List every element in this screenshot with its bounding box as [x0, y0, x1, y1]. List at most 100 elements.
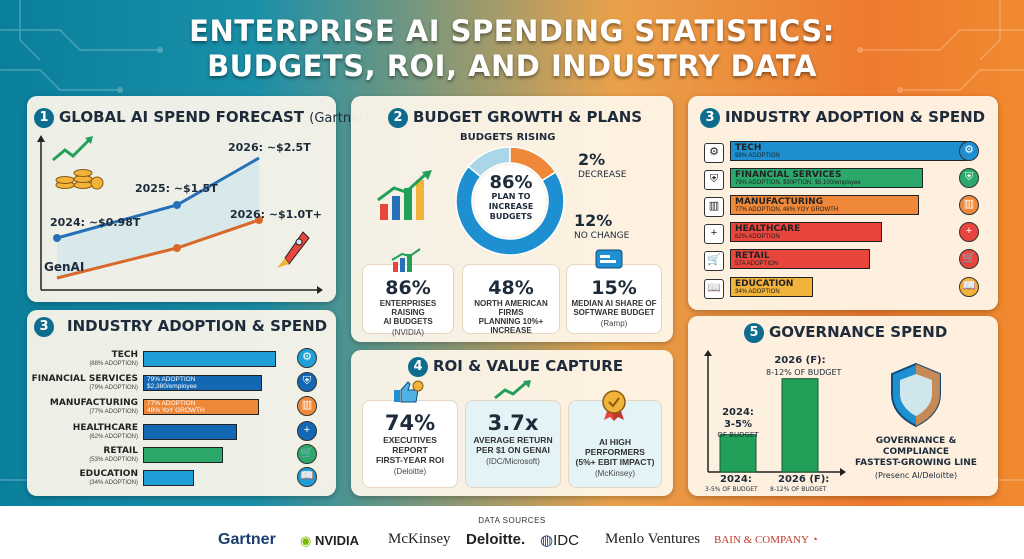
industry-sublabel: (88% ADOPTION): [89, 361, 138, 367]
stat-desc: MEDIAN AI SHARE OF: [571, 299, 657, 308]
adoption-right-title: 3 INDUSTRY ADOPTION & SPEND: [700, 108, 985, 128]
stat-source: (McKinsey): [594, 469, 635, 478]
medal-icon: [598, 388, 630, 427]
coins-icon: [52, 136, 104, 190]
industry-sublabel: 98% ADOPTION: [735, 153, 780, 159]
industry-sublabel: (53% ADOPTION): [89, 457, 138, 463]
decrease-pct: 2%: [578, 150, 606, 169]
growth-chart-icon: [390, 248, 424, 279]
axis2024-l1: 2024:: [720, 474, 752, 485]
industry-icon: 🛒: [297, 444, 317, 464]
industry-label: TECH: [735, 143, 762, 153]
industry-label: HEALTHCARE: [72, 423, 138, 433]
industry-sublabel: 62% ADOPTION: [735, 234, 780, 240]
industry-bar: FINANCIAL SERVICES 79% ADOPTION, $90PTION…: [730, 168, 923, 188]
stat-desc: SOFTWARE BUDGET: [573, 308, 655, 317]
donut-center-text3: BUDGETS: [489, 212, 533, 221]
stat-source: (IDC/Microsoft): [486, 457, 540, 466]
logo-nvidia: ◉ NVIDIA: [300, 533, 360, 548]
industry-icon: ⛨: [297, 372, 317, 392]
logo-menlo: Menlo Ventures: [605, 531, 701, 547]
industry-icon-right: 📖: [959, 277, 979, 297]
logo-bain: BAIN & COMPANY ◔: [714, 534, 818, 546]
data-sources-label: DATA SOURCES: [478, 516, 546, 525]
adoption-right-title-text: INDUSTRY ADOPTION & SPEND: [725, 108, 986, 126]
page-title-line2: BUDGETS, ROI, AND INDUSTRY DATA: [207, 49, 817, 83]
stat-desc: AI HIGH: [598, 437, 632, 447]
industry-bar: RETAIL 57A ADOPTION: [730, 249, 870, 269]
logo-gartner: Gartner: [218, 531, 276, 548]
industry-sublabel: (34% ADOPTION): [89, 480, 138, 486]
bar2026-l1: 2026 (F):: [774, 355, 826, 366]
industry-sublabel: 77% ADOPTION, 48% YOY GROWTH: [735, 207, 839, 213]
decrease-label: DECREASE: [578, 170, 627, 180]
roi-stat-card: 74% EXECUTIVES REPORT FIRST-YEAR ROI (Deloit…: [362, 400, 458, 488]
budgets-rising-label: BUDGETS RISING: [460, 132, 556, 143]
bar2024-l3: OF BUDGET: [717, 431, 759, 439]
bar2026-l2: 8-12% OF BUDGET: [766, 368, 842, 377]
logo-nvidia-text: NVIDIA: [314, 533, 360, 548]
section-number: 3: [700, 108, 720, 128]
industry-sublabel: (77% ADOPTION): [89, 409, 138, 415]
bar-2024: [719, 434, 757, 473]
industry-bar: [143, 424, 237, 440]
industry-bar: [143, 351, 276, 367]
stat-desc: INCREASE: [490, 326, 532, 335]
industry-icon: ⚙: [297, 348, 317, 368]
stat-desc: PER $1 ON GenAI: [476, 445, 550, 455]
governance-title-text: GOVERNANCE SPEND: [769, 323, 948, 341]
section-number: 1: [34, 108, 54, 128]
axis2024-l2: 3-5% OF BUDGET: [705, 486, 758, 493]
axis2026-l1: 2026 (F):: [778, 474, 830, 485]
donut-center-text1: PLAN TO: [491, 192, 531, 201]
logo-mckinsey: McKinsey: [388, 531, 451, 547]
industry-sublabel: 79% ADOPTION, $90PTION, $5,100/employee: [735, 180, 861, 186]
industry-sublabel: 57A ADOPTION: [735, 261, 779, 267]
industry-icon: 📖: [704, 279, 724, 299]
stat-value: 15%: [591, 277, 637, 299]
industry-icon-right: ⛨: [959, 168, 979, 188]
industry-icon: +: [297, 421, 317, 441]
industry-label: MANUFACTURING: [735, 197, 824, 207]
label-genai: GenAI: [44, 260, 85, 274]
stat-source: (NVIDIA): [392, 328, 424, 337]
industry-icon-right: 🛒: [959, 249, 979, 269]
adoption-left-title-text: INDUSTRY ADOPTION & SPEND: [67, 317, 328, 335]
bar2024-l2: 3-5%: [723, 419, 753, 430]
industry-bar: 79% ADOPTION $2,380/employee: [143, 375, 262, 391]
industry-icon: ▥: [297, 396, 317, 416]
bar-inner-text: 77% ADOPTION: [147, 400, 196, 407]
industry-sublabel: (79% ADOPTION): [89, 385, 138, 391]
logo-bain-text: BAIN & COMPANY: [714, 534, 809, 546]
industry-icon: ⚙: [704, 143, 724, 163]
industry-bar: MANUFACTURING 77% ADOPTION, 48% YOY GROWT…: [730, 195, 919, 215]
gov-caption3: FASTEST-GROWING LINE: [855, 458, 977, 468]
stat-desc: NORTH AMERICAN FIRMS: [474, 299, 548, 317]
industry-label: EDUCATION: [735, 279, 794, 289]
industry-label: MANUFACTURING: [49, 398, 138, 408]
industry-icon-right: +: [959, 222, 979, 242]
industry-label: RETAIL: [103, 446, 138, 456]
section-number: 3: [34, 317, 54, 337]
section-number: 2: [388, 108, 408, 128]
stat-desc: EXECUTIVES: [383, 435, 437, 445]
stat-value: 3.7x: [487, 411, 539, 435]
industry-bar: 77% ADOPTION 48% YoY GROWTH: [143, 399, 259, 415]
bar-2026: [781, 378, 819, 473]
bar2024-l1: 2024:: [722, 407, 754, 418]
stat-source: (Ramp): [600, 319, 628, 328]
nochange-label: NO CHANGE: [574, 231, 630, 241]
governance-title: 5 GOVERNANCE SPEND: [744, 323, 947, 343]
forecast-chart: [37, 135, 323, 294]
gov-caption2: COMPLIANCE: [882, 447, 950, 457]
shield-icon: [891, 362, 941, 428]
bar-inner-text2: $2,380/employee: [147, 383, 197, 390]
stat-value: 86%: [385, 277, 431, 299]
industry-icon: 📖: [297, 467, 317, 487]
industry-icon: ▥: [704, 197, 724, 217]
budget-donut: [455, 146, 565, 256]
industry-label: RETAIL: [735, 251, 770, 261]
industry-label: HEALTHCARE: [735, 224, 801, 234]
industry-bar: HEALTHCARE 62% ADOPTION: [730, 222, 882, 242]
